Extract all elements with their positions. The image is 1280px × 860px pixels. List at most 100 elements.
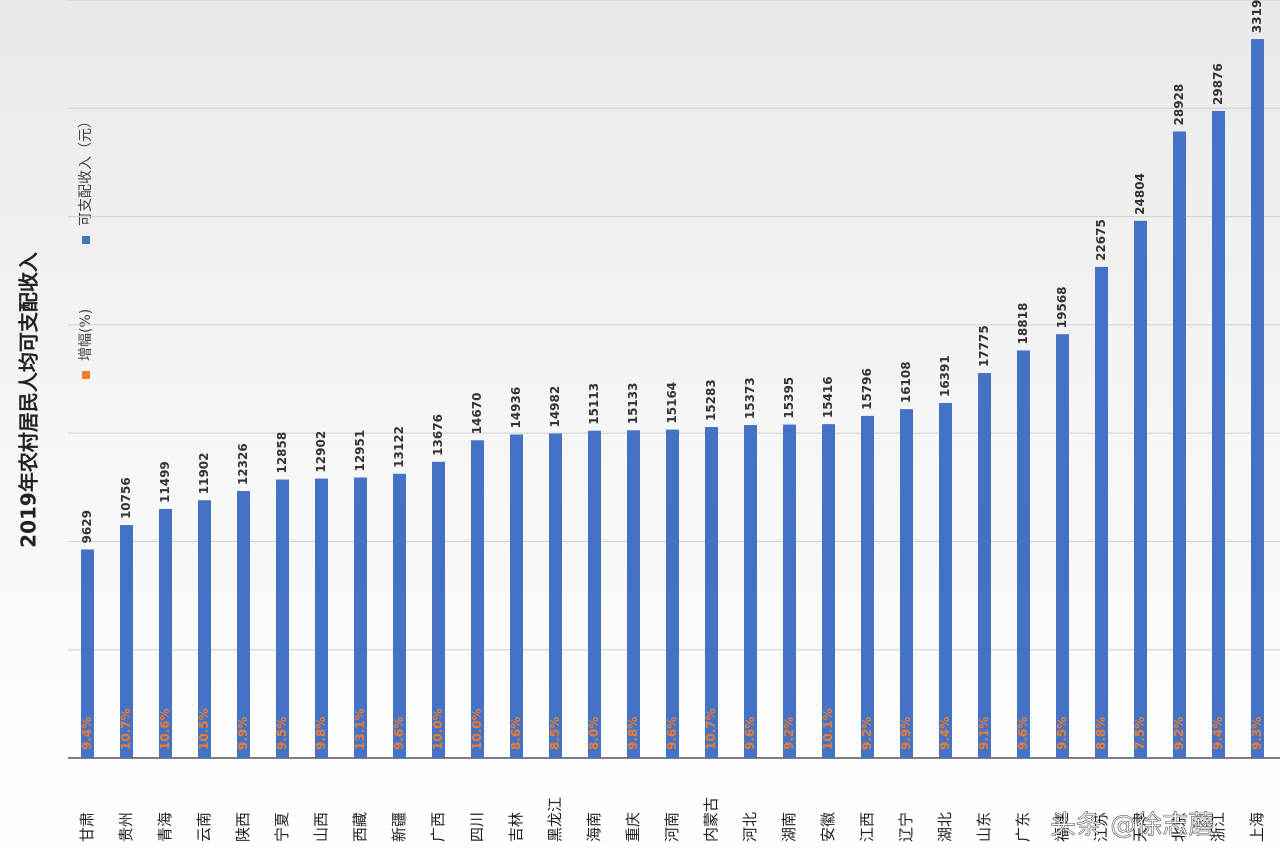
- x-tick-label: 陕西: [234, 812, 252, 842]
- growth-label: 8.0%: [587, 717, 601, 750]
- growth-label: 9.4%: [1211, 717, 1225, 750]
- growth-label: 13.1%: [353, 708, 367, 750]
- value-label: 28928: [1172, 84, 1186, 126]
- x-tick-label: 江西: [858, 812, 876, 842]
- growth-label: 9.4%: [80, 717, 94, 750]
- x-tick-label: 山西: [312, 812, 330, 842]
- legend-swatch: [82, 371, 90, 379]
- growth-label: 9.6%: [743, 717, 757, 750]
- x-tick-label: 贵州: [117, 812, 135, 842]
- bar: [900, 409, 913, 758]
- value-label: 17775: [977, 325, 991, 367]
- legend-swatch: [82, 236, 90, 244]
- bar: [666, 429, 679, 758]
- bar: [1134, 220, 1147, 758]
- watermark: 头条 @徐志蘑: [1050, 811, 1214, 841]
- value-label: 15113: [587, 383, 601, 425]
- value-label: 15796: [860, 368, 874, 410]
- bar: [1095, 266, 1108, 758]
- value-label: 15164: [665, 382, 679, 424]
- growth-label: 10.7%: [119, 708, 133, 750]
- bar: [627, 430, 640, 758]
- x-tick-label: 重庆: [624, 812, 642, 842]
- growth-label: 9.4%: [938, 717, 952, 750]
- bar: [1173, 131, 1186, 758]
- growth-label: 10.5%: [197, 708, 211, 750]
- value-label: 18818: [1016, 303, 1030, 345]
- bar: [81, 549, 94, 758]
- bar: [1017, 350, 1030, 758]
- bar: [432, 461, 445, 758]
- value-label: 12951: [353, 430, 367, 472]
- x-tick-label: 湖南: [780, 812, 798, 842]
- x-tick-label: 山东: [975, 812, 993, 842]
- growth-label: 9.8%: [314, 717, 328, 750]
- value-label: 15283: [704, 379, 718, 421]
- value-label: 11499: [158, 461, 172, 503]
- growth-label: 9.6%: [665, 717, 679, 750]
- bar: [315, 478, 328, 758]
- growth-label: 9.8%: [626, 717, 640, 750]
- bar: [1212, 110, 1225, 759]
- value-label: 15133: [626, 383, 640, 425]
- value-label: 16108: [899, 361, 913, 403]
- value-label: 16391: [938, 355, 952, 397]
- growth-label: 9.5%: [275, 717, 289, 750]
- value-label: 12858: [275, 432, 289, 474]
- bar: [276, 479, 289, 758]
- x-tick-label: 甘肃: [78, 812, 96, 842]
- x-tick-label: 海南: [585, 812, 603, 842]
- value-label: 29876: [1211, 63, 1225, 105]
- bar: [822, 424, 835, 758]
- growth-label: 10.0%: [470, 708, 484, 750]
- x-tick-label: 上海: [1248, 812, 1266, 842]
- growth-label: 10.0%: [431, 708, 445, 750]
- bar: [783, 424, 796, 758]
- bar: [237, 491, 250, 758]
- growth-label: 10.6%: [158, 708, 172, 750]
- legend-label: 可支配收入（元）: [78, 114, 94, 226]
- value-label: 14936: [509, 387, 523, 429]
- bar: [861, 415, 874, 758]
- x-tick-label: 黑龙江: [546, 797, 564, 842]
- bar: [510, 434, 523, 758]
- x-tick-label: 西藏: [351, 812, 369, 842]
- x-tick-label: 青海: [156, 812, 174, 842]
- growth-label: 10.7%: [704, 708, 718, 750]
- legend-label: 增幅(%): [78, 309, 94, 361]
- chart-title: 2019年农村居民人均可支配收入: [17, 252, 41, 548]
- bar: [471, 440, 484, 758]
- value-label: 12902: [314, 431, 328, 473]
- x-tick-label: 河北: [741, 812, 759, 842]
- value-label: 10756: [119, 477, 133, 519]
- x-tick-label: 浙江: [1209, 812, 1227, 842]
- x-tick-label: 湖北: [936, 812, 954, 842]
- growth-label: 9.6%: [392, 717, 406, 750]
- value-label: 13676: [431, 414, 445, 456]
- bar: [705, 427, 718, 758]
- value-label: 9629: [80, 510, 94, 543]
- value-label: 22675: [1094, 219, 1108, 261]
- bar: [939, 403, 952, 758]
- x-tick-label: 吉林: [507, 812, 525, 842]
- value-label: 15416: [821, 376, 835, 418]
- x-tick-label: 河南: [663, 812, 681, 842]
- growth-label: 9.2%: [782, 717, 796, 750]
- growth-label: 9.3%: [1250, 717, 1264, 750]
- growth-label: 9.5%: [1055, 717, 1069, 750]
- value-label: 14982: [548, 386, 562, 428]
- growth-label: 10.1%: [821, 708, 835, 750]
- bar: [549, 433, 562, 758]
- x-tick-label: 云南: [195, 812, 213, 842]
- value-label: 24804: [1133, 173, 1147, 215]
- growth-label: 8.8%: [1094, 717, 1108, 750]
- x-tick-label: 广东: [1014, 812, 1032, 842]
- growth-label: 8.5%: [548, 717, 562, 750]
- growth-label: 9.1%: [977, 717, 991, 750]
- growth-label: 7.5%: [1133, 717, 1147, 750]
- growth-label: 9.2%: [860, 717, 874, 750]
- bar: [198, 500, 211, 758]
- x-tick-label: 内蒙古: [702, 797, 720, 842]
- value-label: 11902: [197, 452, 211, 494]
- x-tick-label: 四川: [468, 812, 486, 842]
